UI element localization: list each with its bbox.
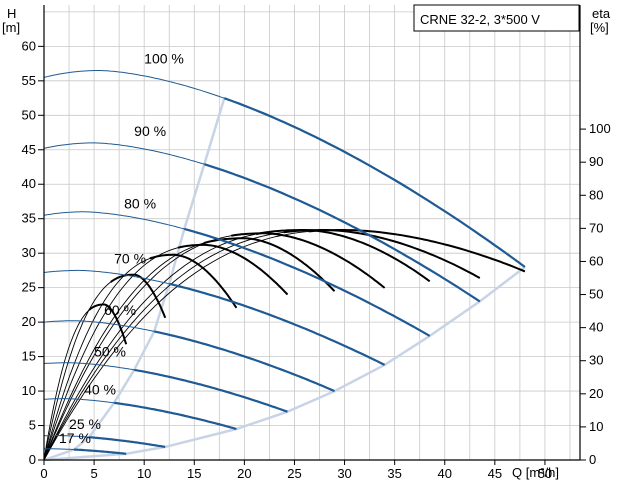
y-left-tick-label: 40: [22, 176, 36, 191]
head-curve-low-flow: [43, 142, 205, 165]
x-tick-label: 35: [387, 466, 401, 481]
x-tick-label: 45: [488, 466, 502, 481]
speed-label: 100 %: [144, 51, 184, 67]
max-flow-curve: [43, 266, 526, 462]
head-curve-60: [153, 330, 335, 393]
axes: [38, 5, 586, 465]
speed-label: 80 %: [124, 195, 156, 211]
efficiency-curve-bold: [177, 243, 289, 296]
head-curve-low-flow: [43, 211, 185, 230]
efficiency-curve-bold: [231, 232, 386, 289]
efficiency-curve-bold: [110, 273, 167, 319]
y-right-tick-label: 90: [589, 154, 603, 169]
x-tick-label: 25: [287, 466, 301, 481]
y-left-tick-label: 10: [22, 383, 36, 398]
chart-title: CRNE 32-2, 3*500 V: [420, 12, 540, 27]
y-right-tick-label: 50: [589, 287, 603, 302]
y-left-tick-label: 50: [22, 107, 36, 122]
y-right-tick-label: 30: [589, 353, 603, 368]
x-tick-label: 15: [187, 466, 201, 481]
x-axis-label: Q [m³/h]: [512, 465, 559, 480]
title-box: [413, 4, 580, 32]
speed-label: 70 %: [114, 251, 146, 267]
y-left-tick-label: 25: [22, 280, 36, 295]
y-right-tick-label: 10: [589, 419, 603, 434]
grid: [44, 5, 580, 460]
head-curve-low-flow: [44, 398, 115, 404]
y-left-tick-label: 55: [22, 73, 36, 88]
head-curve-low-flow: [43, 269, 170, 285]
y-right-tick-label: 40: [589, 320, 603, 335]
head-curve-25: [89, 436, 166, 448]
head-curve-70: [168, 282, 386, 366]
y-left-symbol: H: [7, 6, 16, 21]
efficiency-curve-bold: [88, 303, 128, 345]
efficiency-curve-bold: [255, 229, 431, 283]
y-left-tick-label: 35: [22, 211, 36, 226]
speed-label: 40 %: [84, 382, 116, 398]
speed-label: 90 %: [134, 123, 166, 139]
x-tick-label: 5: [90, 466, 97, 481]
y-right-tick-label: 60: [589, 253, 603, 268]
efficiency-curve-bold: [308, 229, 526, 273]
y-left-tick-label: 0: [29, 452, 36, 467]
head-curve-80: [183, 227, 431, 337]
efficiency-curve-bold: [149, 253, 238, 309]
head-curve-17: [73, 448, 127, 455]
curve-extensions: [43, 97, 526, 462]
efficiency-curves: [43, 229, 526, 461]
head-curve-low-flow: [43, 70, 225, 99]
y-right-tick-label: 0: [589, 452, 596, 467]
x-tick-label: 40: [438, 466, 452, 481]
x-tick-label: 20: [237, 466, 251, 481]
y-right-tick-label: 100: [589, 121, 611, 136]
head-curve-90: [203, 163, 481, 303]
x-tick-label: 0: [40, 466, 47, 481]
y-left-tick-label: 30: [22, 245, 36, 260]
tick-labels: 0 5 10 15 20 25 30 35 40 45 50 0 5 10 15 20 25 30 35 40 45 50…: [22, 38, 611, 481]
y-right-symbol: eta: [592, 6, 611, 21]
x-tick-label: 50: [538, 466, 552, 481]
head-curve-40: [113, 401, 237, 431]
y-right-tick-label: 20: [589, 386, 603, 401]
head-curve-100: [223, 97, 526, 268]
x-tick-label: 30: [337, 466, 351, 481]
speed-labels: 100 % 90 % 80 % 70 % 60 % 50 % 40 % 25 %17 %: [59, 51, 184, 446]
y-left-unit: [m]: [2, 20, 20, 35]
y-left-tick-label: 20: [22, 314, 36, 329]
head-curve-low-flow: [43, 435, 90, 438]
speed-label: 17 %: [59, 430, 91, 446]
efficiency-curve-bold: [203, 237, 336, 292]
head-curve-low-flow: [43, 362, 135, 371]
y-right-unit: [%]: [590, 20, 609, 35]
y-left-tick-label: 5: [29, 418, 36, 433]
speed-label: 60 %: [104, 302, 136, 318]
min-flow-curve: [43, 97, 226, 462]
y-right-tick-label: 70: [589, 220, 603, 235]
y-left-tick-label: 45: [22, 142, 36, 157]
head-curves: [43, 70, 526, 455]
y-left-tick-label: 15: [22, 349, 36, 364]
speed-label: 25 %: [69, 416, 101, 432]
y-right-tick-label: 80: [589, 187, 603, 202]
head-curve-low-flow: [43, 320, 155, 332]
speed-label: 50 %: [94, 344, 126, 360]
head-curve-50: [134, 368, 288, 413]
y-left-tick-label: 60: [22, 38, 36, 53]
x-tick-label: 10: [137, 466, 151, 481]
head-curve-low-flow: [44, 448, 75, 450]
